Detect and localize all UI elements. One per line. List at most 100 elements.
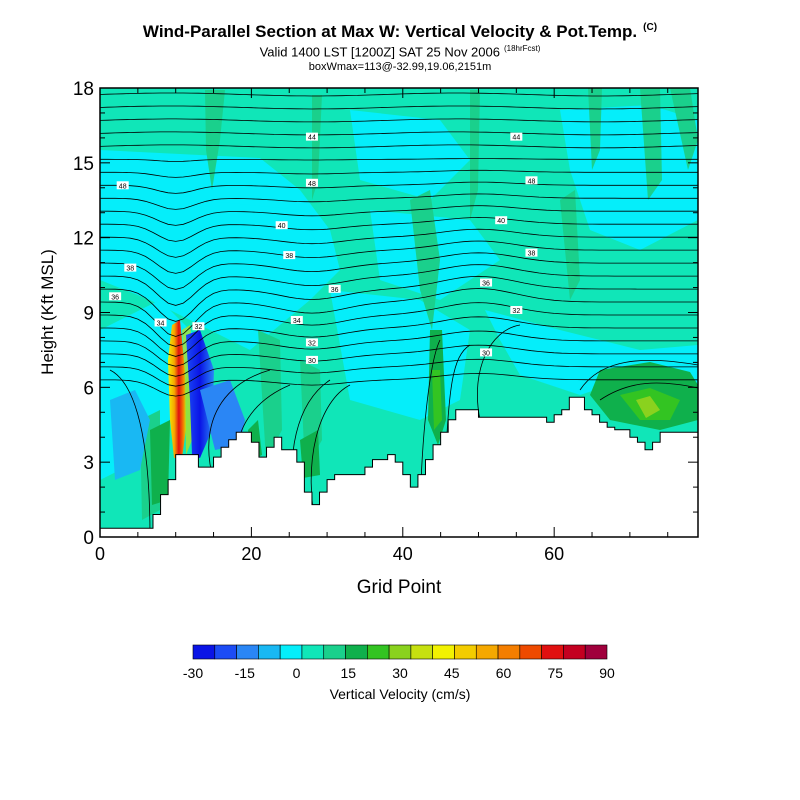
y-tick-label: 0 [83, 528, 94, 549]
svg-text:36: 36 [111, 294, 119, 301]
isentrope-line [100, 105, 698, 110]
svg-text:38: 38 [285, 253, 293, 260]
y-tick-label: 9 [83, 304, 94, 325]
svg-text:48: 48 [308, 181, 316, 188]
isentrope-line [100, 118, 698, 123]
valid-time-text: Valid 1400 LST [1200Z] SAT 25 Nov 2006 [259, 44, 500, 60]
isentrope-line [100, 169, 698, 178]
x-axis-label: Grid Point [357, 577, 442, 598]
field-very-strong-ascent [636, 396, 660, 418]
isentrope-label: 38 [525, 248, 538, 258]
colorbar-swatch [345, 644, 368, 660]
svg-text:30: 30 [308, 358, 316, 365]
isentrope-line [100, 264, 698, 306]
isentrope-line [100, 228, 698, 258]
colorbar-tick-label: 15 [340, 665, 356, 681]
y-tick-label: 15 [73, 154, 94, 175]
isentrope-line [100, 144, 698, 149]
plot-area: 44 44 48 48 48 40 40 38 38 38 36 36 36 34 34 32 32 32 30 30 [100, 88, 698, 537]
forecast-hour-note: (18hrFcst) [503, 44, 541, 53]
isentrope-line [100, 92, 698, 97]
svg-text:32: 32 [308, 340, 316, 347]
chart-title-text: Wind-Parallel Section at Max W: Vertical… [142, 22, 638, 41]
isentrope-line [100, 372, 698, 397]
colorbar-swatch [367, 644, 390, 660]
svg-text:38: 38 [126, 266, 134, 273]
copyright-tag: (C) [643, 22, 658, 34]
colorbar-swatch [192, 644, 216, 660]
isentrope-line [100, 358, 698, 387]
x-tick-label: 0 [95, 544, 105, 564]
colorbar-swatch [258, 644, 281, 660]
x-axis: 0 20 40 60 [95, 88, 669, 564]
isentrope-line [100, 344, 698, 377]
svg-text:40: 40 [497, 218, 505, 225]
isentrope-label: 44 [305, 132, 318, 142]
isentrope-label: 38 [124, 263, 137, 273]
colorbar-label: Vertical Velocity (cm/s) [330, 686, 471, 702]
colorbar-swatch [323, 644, 346, 660]
svg-text:34: 34 [293, 318, 301, 325]
isentrope-label: 48 [116, 181, 129, 190]
colorbar-swatch [410, 644, 433, 660]
colorbar-swatch [541, 644, 564, 660]
isentrope-line [100, 288, 698, 337]
svg-text:44: 44 [308, 135, 316, 142]
isentrope-label: 36 [109, 292, 122, 301]
y-tick-label: 6 [83, 378, 94, 399]
colorbar-swatch [563, 644, 586, 660]
isentrope-line [599, 382, 698, 401]
isentrope-label: 48 [305, 178, 318, 188]
x-tick-label: 60 [544, 544, 564, 564]
isentrope-label: 30 [480, 348, 493, 357]
svg-text:38: 38 [528, 251, 536, 258]
chart-title: Wind-Parallel Section at Max W: Vertical… [0, 22, 800, 42]
terrain [100, 396, 698, 537]
colorbar-tick-label: -15 [235, 665, 255, 681]
isentrope-label: 34 [154, 318, 167, 327]
isentrope-label: 40 [495, 216, 508, 225]
colorbar-swatch [388, 644, 412, 660]
colorbar-swatch [236, 644, 259, 660]
isentrope-line [100, 240, 698, 274]
isentrope-label: 36 [328, 284, 341, 294]
isentrope-label: 34 [290, 315, 303, 325]
y-tick-label: 3 [83, 453, 94, 474]
y-tick-label: 12 [73, 229, 94, 250]
colorbar-tick-label: 90 [599, 665, 615, 681]
y-axis-label: Height (Kft MSL) [38, 249, 57, 375]
isentrope-line [100, 131, 698, 136]
isentrope-label: 44 [510, 132, 523, 142]
svg-text:40: 40 [278, 223, 286, 230]
isentrope-line [100, 316, 698, 357]
isentrope-label: 32 [305, 338, 318, 347]
isentrope-line [100, 158, 698, 162]
colorbar-swatch [475, 644, 499, 660]
svg-text:30: 30 [482, 350, 490, 357]
isentrope-label: 36 [480, 278, 493, 288]
svg-text:36: 36 [482, 281, 490, 288]
isentrope-line [100, 252, 698, 290]
isentrope-labels: 44 44 48 48 48 40 40 38 38 38 36 36 36 34 34 32 32 32 30 30 [109, 132, 538, 365]
colorbar-swatch [301, 644, 325, 660]
colorbar-swatch [454, 644, 477, 660]
colorbar-swatch [584, 644, 608, 660]
colorbar-tick-label: 0 [293, 665, 301, 681]
isentrope-line [109, 369, 151, 537]
isentrope-line [100, 205, 698, 226]
svg-text:32: 32 [195, 324, 203, 331]
colorbar-swatch [432, 644, 455, 660]
isentrope-label: 32 [510, 306, 523, 315]
downdraft-west [110, 390, 150, 480]
colorbar-tick-label: -30 [183, 665, 203, 681]
isentrope-line [100, 193, 698, 210]
svg-text:34: 34 [157, 320, 165, 327]
colorbar-swatch [497, 644, 521, 660]
isentrope-line [100, 216, 698, 242]
isentrope-label: 48 [525, 176, 538, 185]
svg-text:32: 32 [512, 308, 520, 315]
colorbar-swatch [519, 644, 542, 660]
colorbar-tick-label: 75 [547, 665, 563, 681]
colorbar-tick-label: 45 [444, 665, 460, 681]
